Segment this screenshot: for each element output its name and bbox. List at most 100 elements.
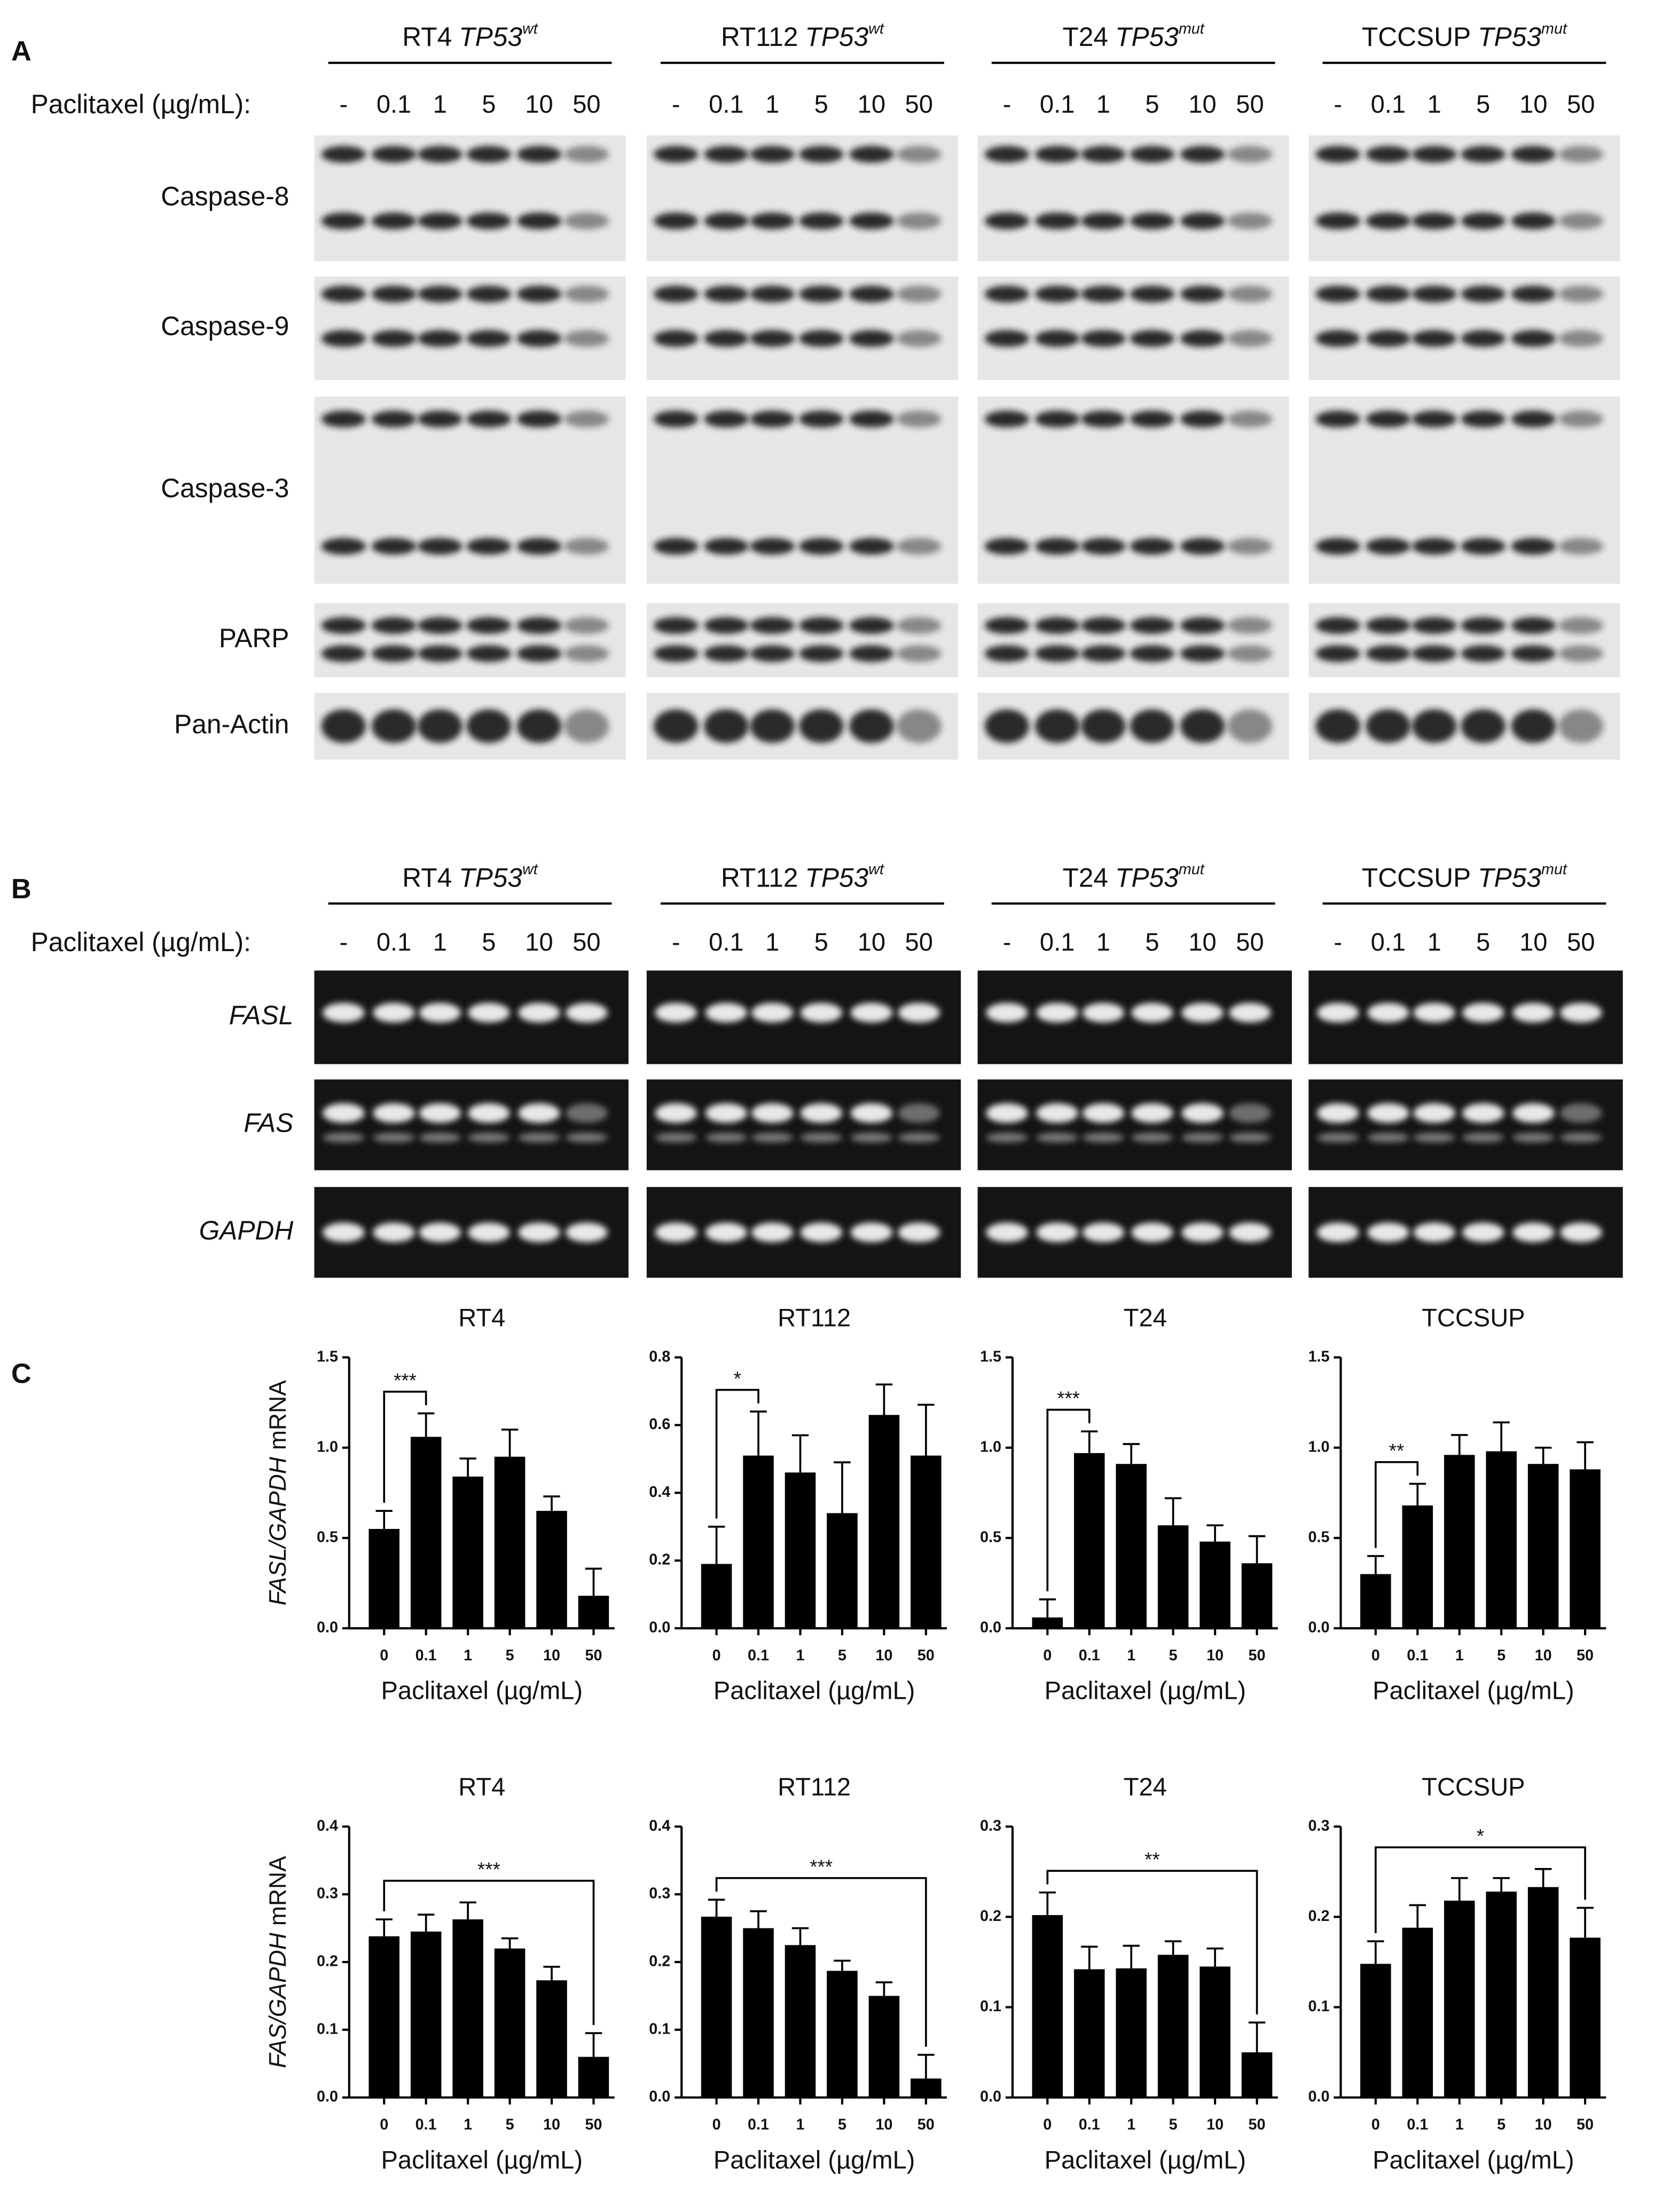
x-axis-label: Paclitaxel (µg/mL) [714, 1676, 915, 1705]
blot-band [466, 330, 512, 347]
gene-name: TP53 [1478, 22, 1541, 52]
dose-label: 5 [1145, 90, 1159, 118]
blot-band [1511, 285, 1556, 303]
cell-line-header: TCCSUP TP53mut [1362, 20, 1567, 52]
blot-band [1461, 212, 1506, 230]
blot-band [1511, 146, 1556, 163]
dose-label: 50 [1236, 90, 1264, 118]
gel-band [468, 1103, 510, 1123]
y-tick-label: 0.0 [317, 2088, 338, 2105]
blot-band [1461, 146, 1506, 163]
gene-status: mut [1179, 861, 1205, 878]
blot-band [1315, 410, 1361, 428]
error-bar [1451, 1434, 1468, 1455]
blot-band [417, 212, 462, 230]
gel-band [1036, 1222, 1078, 1242]
error-bar [750, 1410, 767, 1456]
blot-band [849, 645, 894, 662]
gel-band [705, 1222, 748, 1242]
error-bar [791, 1927, 809, 1946]
blot-band [1227, 212, 1273, 230]
gel-band [1512, 1132, 1555, 1143]
x-tick-label: 50 [1577, 1647, 1594, 1664]
blot-band [1366, 709, 1411, 743]
x-tick-label: 1 [796, 2116, 804, 2133]
gene-status: mut [1541, 861, 1567, 878]
dose-label: 0.1 [709, 90, 743, 118]
blot-band [516, 212, 562, 230]
blot-band [1412, 212, 1457, 230]
error-bar [1367, 1940, 1384, 1964]
blot-band [1034, 285, 1080, 303]
gene-status: mut [1179, 20, 1205, 37]
y-tick-label: 0.4 [317, 1817, 338, 1834]
gel-band [1229, 1002, 1271, 1023]
dose-label: 1 [1096, 90, 1110, 118]
gel-band [800, 1103, 842, 1123]
blot-band [564, 212, 609, 230]
x-tick-label: 10 [543, 2116, 560, 2133]
gel-band [1181, 1002, 1224, 1023]
blot-band [1227, 645, 1273, 662]
x-tick-label: 0.1 [1407, 2116, 1428, 2133]
gel [314, 1079, 629, 1171]
blot-band [984, 617, 1030, 634]
blot-band [466, 538, 512, 555]
bar [743, 1455, 774, 1628]
blot-band [1366, 330, 1411, 347]
blot-band [466, 645, 512, 662]
gene-name: TP53 [805, 22, 868, 52]
blot-band [1366, 285, 1411, 303]
blot-band [321, 212, 366, 230]
blot-band [1412, 146, 1457, 163]
gel-band [1367, 1103, 1409, 1123]
gel-band [323, 1103, 365, 1123]
gene-name: TP53 [459, 863, 522, 893]
x-tick-label: 5 [1169, 2116, 1178, 2133]
blot-band [1511, 709, 1556, 743]
y-tick-label: 1.0 [1308, 1438, 1330, 1455]
blot-band [1081, 146, 1126, 163]
gel-band [898, 1103, 940, 1123]
blot-band [704, 538, 749, 555]
significance-label: ** [1144, 1849, 1159, 1871]
blot-band [750, 645, 795, 662]
dose-label: 0.1 [1371, 928, 1406, 956]
cell-line-name: TCCSUP [1362, 863, 1471, 893]
blot-band [1461, 538, 1506, 555]
gel-band [1512, 1002, 1555, 1023]
blot-band [1412, 709, 1457, 743]
protein-label: Caspase-8 [161, 181, 289, 211]
blot-band [1034, 645, 1080, 662]
treatment-label: Paclitaxel (µg/mL): [31, 89, 251, 119]
y-tick-label: 0.0 [1308, 1619, 1330, 1636]
dose-label: 1 [1096, 928, 1110, 956]
dose-label: 5 [482, 928, 496, 956]
gel-band [898, 1222, 940, 1242]
cell-line-name: T24 [1062, 22, 1108, 52]
blot-band [1180, 410, 1225, 428]
x-tick-label: 0 [380, 2116, 388, 2133]
blot-band [371, 330, 417, 347]
x-tick-label: 50 [585, 2116, 602, 2133]
bar [1402, 1927, 1433, 2098]
blot-band [653, 617, 699, 634]
error-bar [543, 1965, 560, 1981]
x-tick-label: 50 [1577, 2116, 1594, 2133]
bar [1157, 1525, 1189, 1628]
blot-band [321, 285, 366, 303]
x-tick-label: 10 [875, 2116, 892, 2133]
blot-band [371, 617, 417, 634]
error-bar [791, 1434, 809, 1473]
x-tick-label: 10 [1206, 1647, 1224, 1664]
dose-label: 50 [1236, 928, 1264, 956]
dose-label: 10 [525, 928, 553, 956]
blot-band [653, 645, 699, 662]
blot-band [849, 330, 894, 347]
y-tick-label: 0.6 [649, 1416, 670, 1433]
y-tick-label: 0.8 [649, 1348, 670, 1365]
x-axis-label: Paclitaxel (µg/mL) [714, 2145, 915, 2174]
cell-line-name: TCCSUP [1362, 22, 1471, 52]
gel-band [1316, 1103, 1359, 1123]
blot-band [798, 285, 844, 303]
